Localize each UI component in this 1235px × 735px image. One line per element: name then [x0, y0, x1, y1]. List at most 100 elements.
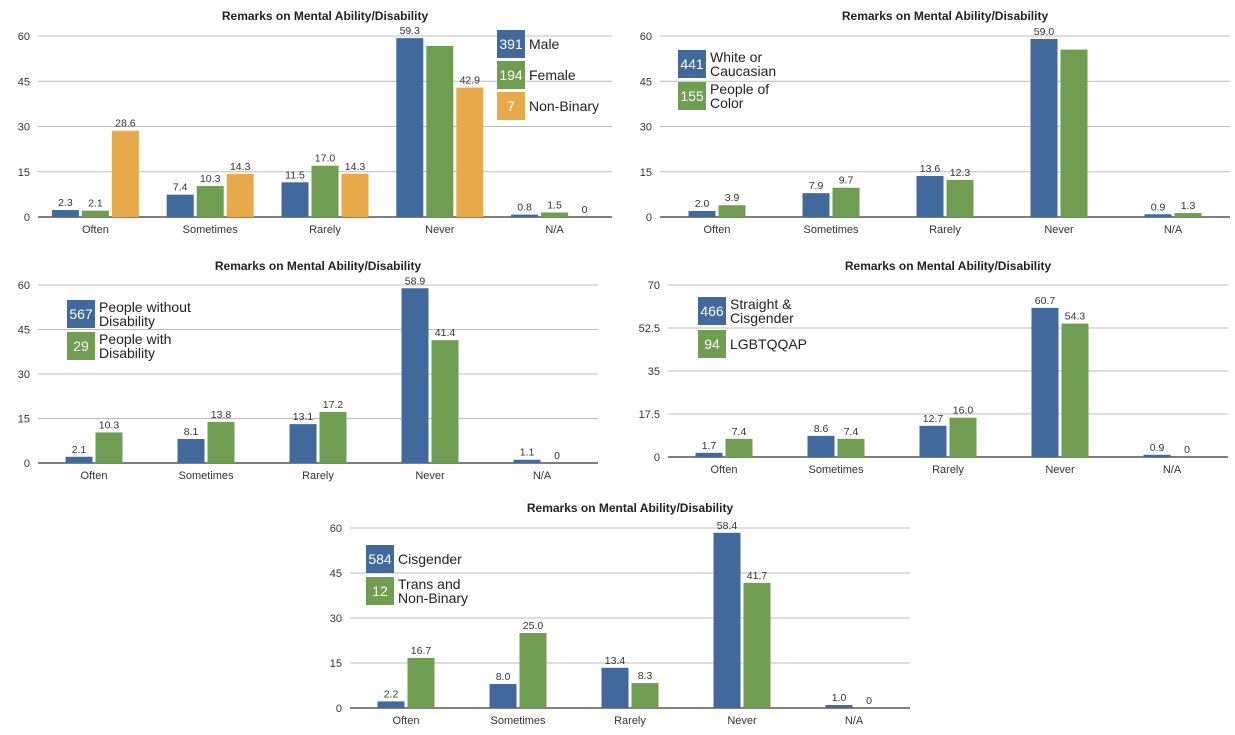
- chart-2: Remarks on Mental Ability/Disability 0 15 3…: [618, 0, 1235, 245]
- bar-white-or-caucasian-rarely: [916, 175, 944, 217]
- x-tick-label: Never: [415, 470, 445, 482]
- y-tick-label: 70: [648, 280, 660, 292]
- bar-male-never: [396, 38, 424, 218]
- x-tick-label: N/A: [845, 715, 864, 727]
- legend-count: 155: [680, 88, 704, 104]
- x-tick-label: Often: [704, 224, 731, 236]
- legend-label: Non-Binary: [529, 98, 599, 114]
- x-tick-label: Rarely: [929, 224, 961, 236]
- bar-people-without-disability-never: [401, 288, 429, 463]
- chart-4: Remarks on Mental Ability/Disability 0 17.…: [618, 250, 1235, 482]
- bar-male-sometimes: [166, 194, 194, 217]
- legend-label: White or: [710, 49, 762, 65]
- x-tick-label: Sometimes: [183, 224, 239, 236]
- legend-count: 441: [680, 56, 704, 72]
- x-tick-label: Often: [82, 224, 109, 236]
- bar-people-with-disability-rarely: [319, 411, 347, 463]
- legend-swatch: [67, 300, 95, 328]
- x-tick-label: Never: [1044, 224, 1074, 236]
- data-label: 54.3: [1065, 311, 1086, 323]
- bar-female-rarely: [311, 165, 339, 217]
- chart-5: Remarks on Mental Ability/Disability 0 15 3…: [300, 492, 935, 730]
- legend-label: Disability: [99, 345, 155, 361]
- bar-male-rarely: [281, 182, 309, 217]
- data-label: 1.1: [520, 447, 535, 459]
- x-tick-label: Rarely: [932, 464, 964, 476]
- x-tick-label: Rarely: [302, 470, 334, 482]
- y-tick-label: 52.5: [639, 323, 660, 335]
- y-tick-label: 45: [18, 325, 30, 337]
- y-tick-label: 17.5: [639, 409, 660, 421]
- data-label: 25.0: [523, 620, 544, 632]
- x-tick-label: Sometimes: [808, 464, 864, 476]
- legend-swatch: [366, 545, 394, 573]
- data-label: 41.7: [747, 570, 768, 582]
- x-tick-label: Never: [425, 224, 455, 236]
- x-tick-label: Never: [727, 715, 757, 727]
- data-label: 0: [1184, 444, 1190, 456]
- bar-lgbtqqap-often: [725, 438, 753, 457]
- y-tick-label: 0: [654, 452, 660, 464]
- bar-cisgender-rarely: [601, 667, 629, 708]
- data-label: 7.4: [732, 426, 747, 438]
- chart-svg: Remarks on Mental Ability/Disability 0 15 3…: [640, 9, 1230, 236]
- data-label: 14.3: [230, 161, 251, 173]
- bar-people-with-disability-never: [431, 340, 459, 463]
- legend-label: Cisgender: [730, 310, 794, 326]
- chart-title: Remarks on Mental Ability/Disability: [222, 9, 429, 23]
- bar-people-of-color-sometimes: [832, 187, 860, 217]
- data-label: 7.9: [809, 180, 824, 192]
- legend-count: 466: [700, 303, 724, 319]
- legend-count: 29: [73, 338, 89, 354]
- data-label: 10.3: [99, 419, 120, 431]
- bar-straight-cisgender-never: [1031, 307, 1059, 457]
- bar-people-without-disability-n-a: [513, 459, 541, 463]
- data-label: 12.7: [923, 413, 944, 425]
- bar-female-n-a: [541, 212, 569, 217]
- data-label: 8.1: [184, 426, 199, 438]
- data-label: 41.4: [435, 327, 456, 339]
- bar-lgbtqqap-sometimes: [837, 438, 865, 457]
- data-label: 2.2: [384, 688, 399, 700]
- data-label: 11.5: [285, 169, 305, 181]
- bar-non-binary-often: [111, 130, 139, 217]
- chart-title: Remarks on Mental Ability/Disability: [215, 259, 422, 273]
- y-tick-label: 30: [18, 122, 30, 134]
- bar-male-often: [51, 210, 79, 217]
- data-label: 1.0: [832, 692, 847, 704]
- y-tick-label: 0: [336, 703, 342, 715]
- bar-people-of-color-often: [718, 205, 746, 217]
- data-label: 60.7: [1035, 295, 1056, 307]
- legend-label: Cisgender: [398, 551, 462, 567]
- x-tick-label: N/A: [545, 224, 564, 236]
- legend-count: 194: [499, 67, 523, 83]
- bar-people-without-disability-sometimes: [177, 438, 205, 463]
- bar-white-or-caucasian-never: [1030, 39, 1058, 218]
- bar-trans-and-non-binary-often: [407, 657, 435, 708]
- bar-female-often: [81, 210, 109, 217]
- y-tick-label: 45: [640, 76, 652, 88]
- y-tick-label: 15: [18, 167, 30, 179]
- legend-count: 567: [69, 306, 93, 322]
- data-label: 1.5: [547, 199, 562, 211]
- legend-count: 94: [704, 336, 720, 352]
- data-label: 0: [866, 695, 872, 707]
- bar-straight-cisgender-often: [695, 452, 723, 457]
- legend-swatch: [67, 332, 95, 360]
- y-tick-label: 60: [18, 31, 30, 43]
- bar-non-binary-rarely: [341, 173, 369, 217]
- data-label: 12.3: [950, 167, 971, 179]
- y-tick-label: 0: [24, 212, 30, 224]
- chart-1: Remarks on Mental Ability/Disability 0 15 3…: [0, 0, 618, 245]
- legend-swatch: [497, 30, 525, 58]
- data-label: 59.0: [1034, 26, 1055, 38]
- legend-swatch: [698, 330, 726, 358]
- bar-trans-and-non-binary-rarely: [631, 683, 659, 708]
- legend-label: People with: [99, 331, 171, 347]
- x-tick-label: Sometimes: [803, 224, 859, 236]
- bar-lgbtqqap-never: [1061, 323, 1089, 457]
- legend-label: People without: [99, 299, 191, 315]
- data-label: 0: [554, 450, 560, 462]
- x-tick-label: Often: [81, 470, 108, 482]
- legend-swatch: [698, 297, 726, 325]
